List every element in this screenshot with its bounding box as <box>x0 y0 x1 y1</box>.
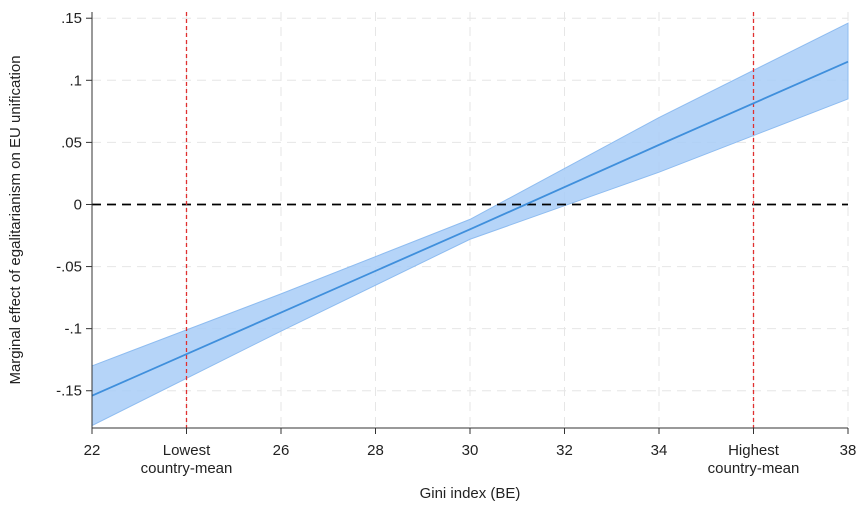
x-tick-label: 22 <box>84 442 101 459</box>
x-tick-label: 34 <box>651 442 668 459</box>
x-axis-title: Gini index (BE) <box>420 485 521 502</box>
x-tick-label-line: Lowest <box>163 442 211 459</box>
y-tick-label: -.05 <box>56 259 82 276</box>
y-tick-label: .15 <box>61 10 82 27</box>
x-tick-label: 30 <box>462 442 479 459</box>
x-tick-label-line: country-mean <box>708 460 800 477</box>
reference-lines <box>92 12 848 428</box>
x-tick-label-line: 34 <box>651 442 668 459</box>
x-tick-label-line: 38 <box>840 442 857 459</box>
x-tick-label: Lowest country-mean <box>141 442 233 477</box>
series-line-layer <box>91 60 849 397</box>
y-tick-label: .1 <box>69 72 82 89</box>
y-tick-label: -.1 <box>64 321 82 338</box>
confidence-band <box>91 22 849 427</box>
confidence-band-layer <box>91 22 849 427</box>
x-tick-label-line: 30 <box>462 442 479 459</box>
x-tick-label: Highest country-mean <box>708 442 800 477</box>
x-tick-label: 32 <box>556 442 573 459</box>
x-tick-label-line: 28 <box>367 442 384 459</box>
x-tick-label-line: 26 <box>273 442 290 459</box>
x-tick-label-line: 22 <box>84 442 101 459</box>
x-tick-label-line: 32 <box>556 442 573 459</box>
y-tick-label: 0 <box>74 196 82 213</box>
x-tick-label-line: Highest <box>728 442 780 459</box>
x-tick-label: 26 <box>273 442 290 459</box>
y-tick-label: -.15 <box>56 383 82 400</box>
x-tick-label: 38 <box>840 442 857 459</box>
y-axis-title: Marginal effect of egalitarianism on EU … <box>7 55 24 384</box>
x-tick-label: 28 <box>367 442 384 459</box>
y-tick-label: .05 <box>61 134 82 151</box>
x-tick-label-line: country-mean <box>141 460 233 477</box>
axes <box>86 12 849 434</box>
